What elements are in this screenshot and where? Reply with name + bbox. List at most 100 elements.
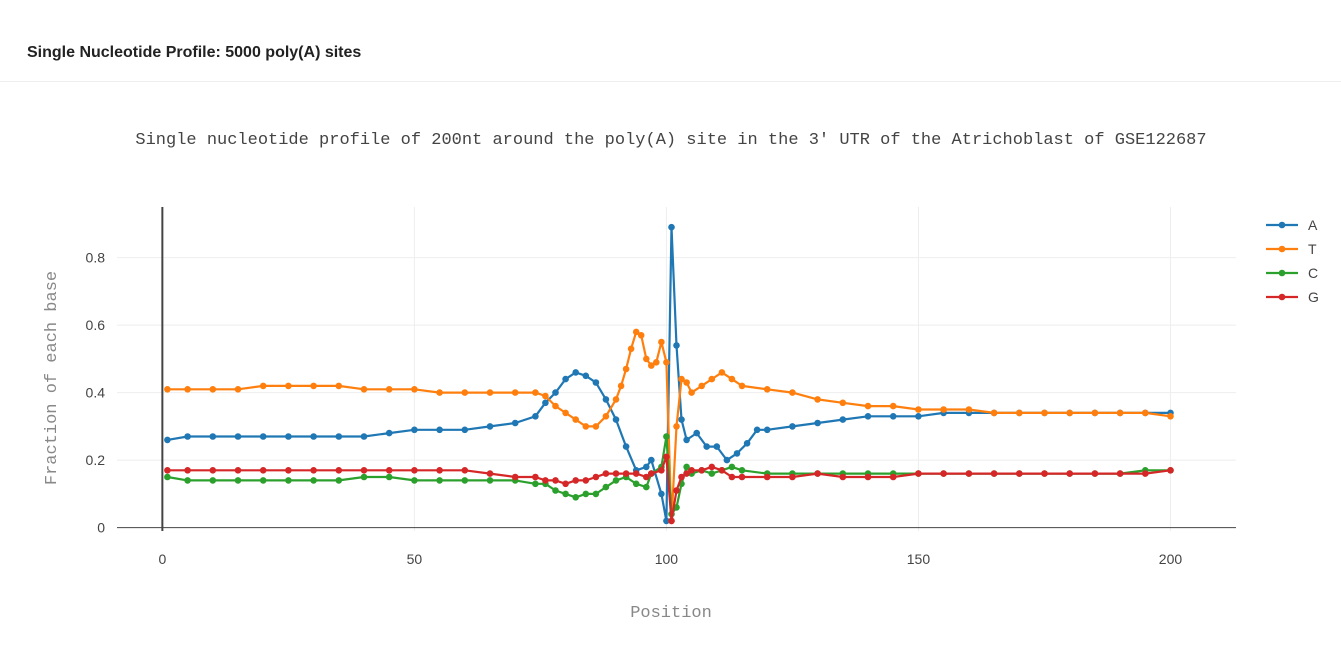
data-point-G[interactable] xyxy=(360,467,368,474)
data-point-G[interactable] xyxy=(486,470,494,477)
data-point-C[interactable] xyxy=(572,494,579,501)
data-point-T[interactable] xyxy=(915,406,922,413)
data-point-G[interactable] xyxy=(1116,470,1124,477)
data-point-C[interactable] xyxy=(209,477,217,484)
data-point-G[interactable] xyxy=(582,477,590,484)
data-point-G[interactable] xyxy=(814,470,821,477)
data-point-T[interactable] xyxy=(461,389,469,396)
data-point-G[interactable] xyxy=(663,453,670,461)
data-point-G[interactable] xyxy=(658,467,665,474)
data-point-C[interactable] xyxy=(385,473,393,481)
data-point-A[interactable] xyxy=(461,426,469,434)
data-point-G[interactable] xyxy=(965,470,973,477)
data-point-A[interactable] xyxy=(889,413,897,420)
data-point-A[interactable] xyxy=(310,433,317,440)
data-point-C[interactable] xyxy=(552,487,559,494)
data-point-G[interactable] xyxy=(542,477,549,484)
data-point-G[interactable] xyxy=(602,470,610,477)
data-point-T[interactable] xyxy=(1066,409,1073,417)
data-point-C[interactable] xyxy=(310,477,317,484)
data-point-T[interactable] xyxy=(643,355,650,363)
data-point-C[interactable] xyxy=(602,483,610,491)
data-point-A[interactable] xyxy=(234,433,242,440)
data-point-A[interactable] xyxy=(814,419,821,427)
data-point-G[interactable] xyxy=(763,473,771,481)
data-point-C[interactable] xyxy=(643,483,650,491)
data-point-T[interactable] xyxy=(1041,409,1048,417)
data-point-T[interactable] xyxy=(678,375,685,383)
data-point-A[interactable] xyxy=(668,223,675,231)
data-point-G[interactable] xyxy=(1167,467,1174,474)
legend-item-A[interactable]: A xyxy=(1266,217,1318,233)
data-point-G[interactable] xyxy=(688,467,695,474)
data-point-G[interactable] xyxy=(1091,470,1099,477)
data-point-T[interactable] xyxy=(1167,413,1174,420)
data-point-A[interactable] xyxy=(209,433,217,440)
data-point-T[interactable] xyxy=(1091,409,1099,417)
data-point-A[interactable] xyxy=(789,423,796,430)
data-point-T[interactable] xyxy=(1016,409,1023,417)
data-point-A[interactable] xyxy=(542,399,549,407)
data-point-G[interactable] xyxy=(532,473,539,481)
data-point-A[interactable] xyxy=(713,443,721,450)
data-point-C[interactable] xyxy=(234,477,242,484)
data-point-A[interactable] xyxy=(511,419,519,427)
data-point-A[interactable] xyxy=(612,416,620,423)
data-point-C[interactable] xyxy=(532,480,539,488)
data-point-T[interactable] xyxy=(648,362,655,369)
data-point-G[interactable] xyxy=(164,467,171,474)
data-point-T[interactable] xyxy=(335,382,343,390)
data-point-T[interactable] xyxy=(663,359,670,366)
data-point-C[interactable] xyxy=(632,480,640,488)
data-point-G[interactable] xyxy=(698,467,705,474)
data-point-G[interactable] xyxy=(839,473,847,481)
data-point-T[interactable] xyxy=(738,382,746,390)
data-point-T[interactable] xyxy=(542,392,549,400)
data-point-A[interactable] xyxy=(622,443,630,450)
data-point-T[interactable] xyxy=(940,406,947,413)
data-point-T[interactable] xyxy=(622,365,630,373)
data-point-T[interactable] xyxy=(632,328,640,336)
data-point-T[interactable] xyxy=(1116,409,1124,417)
data-point-A[interactable] xyxy=(683,436,690,444)
data-point-T[interactable] xyxy=(839,399,847,407)
data-point-T[interactable] xyxy=(965,406,973,413)
data-point-T[interactable] xyxy=(532,389,539,396)
data-point-A[interactable] xyxy=(648,456,655,464)
data-point-T[interactable] xyxy=(637,332,645,339)
data-point-A[interactable] xyxy=(839,416,847,423)
data-point-A[interactable] xyxy=(592,379,600,386)
data-point-T[interactable] xyxy=(572,416,579,423)
data-point-T[interactable] xyxy=(763,386,771,393)
data-point-T[interactable] xyxy=(627,345,635,353)
data-point-C[interactable] xyxy=(259,477,267,484)
data-point-G[interactable] xyxy=(572,477,579,484)
data-point-T[interactable] xyxy=(889,402,897,410)
legend-item-G[interactable]: G xyxy=(1266,289,1319,305)
data-point-A[interactable] xyxy=(743,440,751,447)
data-point-A[interactable] xyxy=(285,433,292,440)
data-point-T[interactable] xyxy=(285,382,292,390)
data-point-A[interactable] xyxy=(259,433,267,440)
data-point-G[interactable] xyxy=(310,467,317,474)
data-point-A[interactable] xyxy=(411,426,418,434)
series-G[interactable] xyxy=(164,453,1174,525)
data-point-T[interactable] xyxy=(411,386,418,393)
data-point-A[interactable] xyxy=(673,342,680,349)
data-point-A[interactable] xyxy=(486,423,494,430)
legend-item-T[interactable]: T xyxy=(1266,241,1317,257)
data-point-A[interactable] xyxy=(703,443,710,450)
data-point-T[interactable] xyxy=(511,389,519,396)
data-point-A[interactable] xyxy=(164,436,171,444)
data-point-T[interactable] xyxy=(789,389,796,396)
data-point-T[interactable] xyxy=(814,396,821,403)
data-point-A[interactable] xyxy=(184,433,191,440)
data-point-G[interactable] xyxy=(718,467,726,474)
data-point-C[interactable] xyxy=(184,477,191,484)
data-point-C[interactable] xyxy=(683,463,690,471)
data-point-G[interactable] xyxy=(940,470,947,477)
data-point-A[interactable] xyxy=(643,463,650,471)
data-point-T[interactable] xyxy=(708,375,716,383)
data-point-G[interactable] xyxy=(234,467,242,474)
data-point-G[interactable] xyxy=(612,470,620,477)
